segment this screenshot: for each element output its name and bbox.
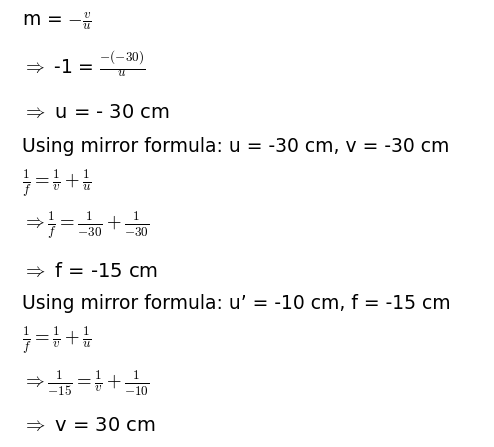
Text: Using mirror formula: u’ = -10 cm, f = -15 cm: Using mirror formula: u’ = -10 cm, f = -… xyxy=(22,294,451,312)
Text: $\Rightarrow \frac{1}{f} = \frac{1}{-30} + \frac{1}{-30}$: $\Rightarrow \frac{1}{f} = \frac{1}{-30}… xyxy=(22,210,150,241)
Text: m = $-\frac{v}{u}$: m = $-\frac{v}{u}$ xyxy=(22,11,92,32)
Text: $\frac{1}{f} = \frac{1}{v} + \frac{1}{u}$: $\frac{1}{f} = \frac{1}{v} + \frac{1}{u}… xyxy=(22,325,92,356)
Text: $\frac{1}{f} = \frac{1}{v} + \frac{1}{u}$: $\frac{1}{f} = \frac{1}{v} + \frac{1}{u}… xyxy=(22,168,92,199)
Text: $\Rightarrow$ v = 30 cm: $\Rightarrow$ v = 30 cm xyxy=(22,416,156,435)
Text: Using mirror formula: u = -30 cm, v = -30 cm: Using mirror formula: u = -30 cm, v = -3… xyxy=(22,137,450,156)
Text: $\Rightarrow$ -1 = $\frac{-(-30)}{u}$: $\Rightarrow$ -1 = $\frac{-(-30)}{u}$ xyxy=(22,48,146,79)
Text: $\Rightarrow \frac{1}{-15} = \frac{1}{v} + \frac{1}{-10}$: $\Rightarrow \frac{1}{-15} = \frac{1}{v}… xyxy=(22,368,150,398)
Text: $\Rightarrow$ f = -15 cm: $\Rightarrow$ f = -15 cm xyxy=(22,262,158,281)
Text: $\Rightarrow$ u = - 30 cm: $\Rightarrow$ u = - 30 cm xyxy=(22,103,170,122)
